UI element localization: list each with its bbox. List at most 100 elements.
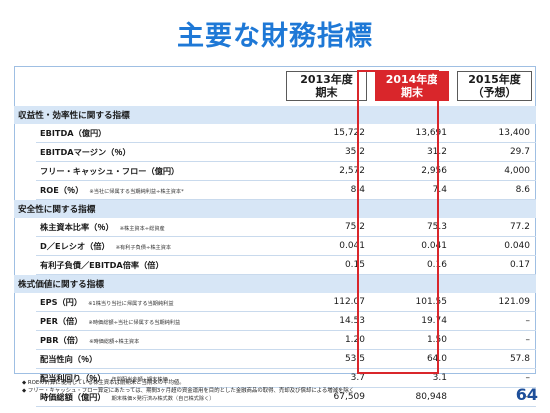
section-label: 株式価値に関する指標 [14,274,536,293]
col-header-2014: 2014年度 期末 [371,66,453,106]
value-cell: 67,509 [282,387,371,407]
row-label-cell: 時価総額（億円） 期末株価×発行済み株式数（自己株式除く） [36,387,282,407]
value-cell: 57.8 [453,349,536,369]
footnote-roe: ◆ ROEの計算に使用している株主資本は前期末と当期末の平均値。 [22,380,185,386]
table-row: 有利子負債／EBITDA倍率（倍） 0.15 0.16 0.17 [14,255,536,275]
section-header-row: 安全性に関する指標 [14,199,536,218]
value-cell: 0.041 [282,236,371,256]
row-indent [14,256,36,275]
row-indent [14,237,36,256]
value-cell: 29.7 [453,142,536,162]
value-cell: 2,572 [282,161,371,181]
row-label-cell: EBITDA（億円） [36,124,282,143]
table-row: フリー・キャッシュ・フロー（億円） 2,572 2,956 4,000 [14,161,536,181]
row-label-cell: PER（倍） ※時価総額÷当社に帰属する当期純利益 [36,311,282,331]
row-indent [14,331,36,350]
row-label-cell: フリー・キャッシュ・フロー（億円） [36,161,282,181]
table-row: EBITDAマージン（％） 35.2 31.2 29.7 [14,142,536,162]
row-label: 有利子負債／EBITDA倍率（倍） [40,260,164,270]
header-row: 2013年度 期末 2014年度 期末 2015年度 （予想） [14,66,536,106]
row-indent [14,293,36,312]
row-note: ※時価総額÷株主資本 [89,339,140,345]
table-row: PBR（倍） ※時価総額÷株主資本 1.20 1.50– [14,330,536,350]
row-label-cell: ROE（％） ※当社に帰属する当期純利益÷株主資本* [36,180,282,200]
table-row: PER（倍） ※時価総額÷当社に帰属する当期純利益 14.53 19.74– [14,311,536,331]
col-header-line1: 2014年度 [385,73,439,86]
row-indent [14,181,36,200]
row-label: ROE（％） [40,185,84,195]
row-indent [14,312,36,331]
row-label: EBITDA（億円） [40,128,107,138]
page-title: 主要な財務指標 [177,21,373,52]
col-header-line1: 2013年度 [300,73,353,86]
row-label: D／Eレシオ（倍） [40,241,110,251]
section-header-row: 収益性・効率性に関する指標 [14,106,536,124]
value-cell: – [453,368,536,388]
row-indent [14,162,36,181]
row-note: 年間配当金額÷期末株価 [111,377,168,383]
row-note: ※当社に帰属する当期純利益÷株主資本* [89,189,184,195]
value-cell: – [453,311,536,331]
row-label-cell: 配当利回り（％） 年間配当金額÷期末株価 [36,368,282,388]
value-cell: 75.2 [282,218,371,237]
row-label-cell: 株主資本比率（％） ※株主資本÷総資産 [36,218,282,237]
value-cell: 4,000 [453,161,536,181]
row-indent [14,350,36,369]
value-cell: 7.4 [371,180,453,200]
row-note: ※株主資本÷総資産 [119,226,165,232]
value-cell: 35.2 [282,142,371,162]
col-header-2015: 2015年度 （予想） [453,66,536,106]
value-cell: 101.55 [371,293,453,312]
row-note: ※時価総額÷当社に帰属する当期純利益 [88,320,181,326]
page-number: 64 [515,385,538,404]
value-cell: 112.07 [282,293,371,312]
col-header-line1: 2015年度 [468,73,521,86]
value-cell: 75.3 [371,218,453,237]
value-cell: 13,691 [371,124,453,143]
row-indent [14,143,36,162]
row-label-cell: 有利子負債／EBITDA倍率（倍） [36,255,282,275]
value-cell: 0.040 [453,236,536,256]
table-row: ROE（％） ※当社に帰属する当期純利益÷株主資本* 8.4 7.4 8.6 [14,180,536,200]
value-cell: 121.09 [453,293,536,312]
table-row: 時価総額（億円） 期末株価×発行済み株式数（自己株式除く） 67,509 80,948… [14,387,536,407]
value-cell: 0.17 [453,255,536,275]
value-cell: 3.7 [282,368,371,388]
value-cell: 64.0 [371,349,453,369]
section-label: 収益性・効率性に関する指標 [14,106,536,124]
row-note: 期末株価×発行済み株式数（自己株式除く） [111,396,215,402]
table-row: D／Eレシオ（倍） ※有利子負債÷株主資本 0.041 0.041 0.040 [14,236,536,256]
value-cell: 8.4 [282,180,371,200]
row-label-cell: D／Eレシオ（倍） ※有利子負債÷株主資本 [36,236,282,256]
value-cell: – [453,387,536,407]
financial-indicators-table: 2013年度 期末 2014年度 期末 2015年度 （予想） 収益性・効率性に… [14,66,536,407]
value-cell: 2,956 [371,161,453,181]
row-label-cell: EBITDAマージン（％） [36,142,282,162]
row-label-cell: 配当性向（％） [36,349,282,369]
value-cell: 15,722 [282,124,371,143]
col-header-2013: 2013年度 期末 [282,66,371,106]
row-label: 時価総額（億円） [40,392,106,402]
row-label-cell: PBR（倍） ※時価総額÷株主資本 [36,330,282,350]
value-cell: 80,948 [371,387,453,407]
value-cell: 8.6 [453,180,536,200]
section-header-row: 株式価値に関する指標 [14,274,536,293]
row-indent [14,124,36,143]
row-label: 株主資本比率（％） [40,222,114,232]
row-note: ※1株当り当社に帰属する当期純利益 [88,301,174,307]
table-row: 配当利回り（％） 年間配当金額÷期末株価 3.7 3.1– [14,368,536,388]
row-label: 配当利回り（％） [40,373,106,383]
table-row: 株主資本比率（％） ※株主資本÷総資産 75.2 75.3 77.2 [14,218,536,237]
section-label: 安全性に関する指標 [14,199,536,218]
row-note: ※有利子負債÷株主資本 [115,245,172,251]
table-row: 配当性向（％） 53.5 64.0 57.8 [14,349,536,369]
row-indent [14,218,36,237]
col-header-line2: 期末 [315,86,338,99]
row-label: フリー・キャッシュ・フロー（億円） [40,166,180,176]
footnotes: ◆ ROEの計算に使用している株主資本は前期末と当期末の平均値。 ◆ フリー・キ… [22,379,492,395]
value-cell: 0.041 [371,236,453,256]
value-cell: 14.53 [282,311,371,331]
row-label: 配当性向（％） [40,354,98,364]
table-row: EPS（円） ※1株当り当社に帰属する当期純利益 112.07 101.55 121.0… [14,293,536,312]
row-label: PER（倍） [40,316,83,326]
